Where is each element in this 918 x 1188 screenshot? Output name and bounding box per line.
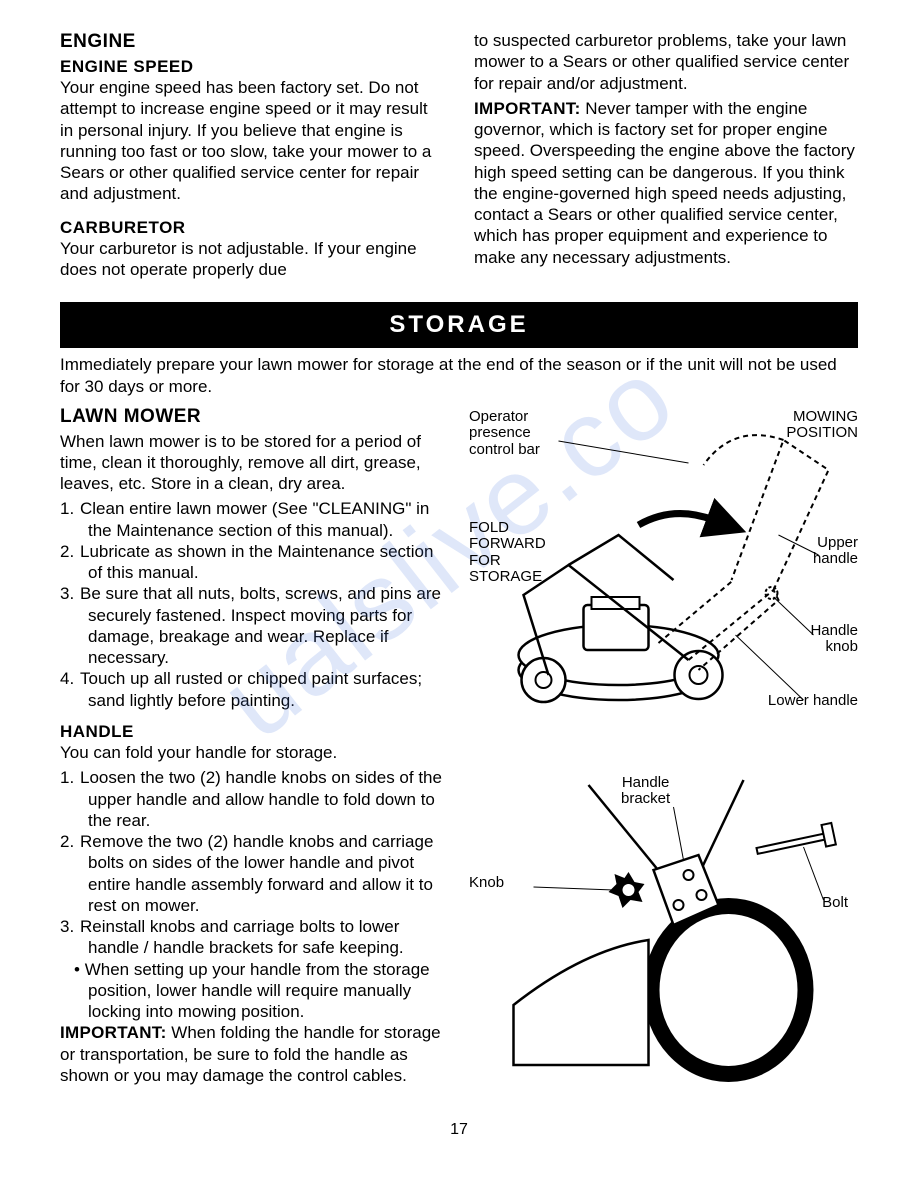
carb-cont: to suspected carburetor problems, take y… — [474, 30, 858, 94]
bracket-figure: Handle bracket Knob Bolt — [469, 775, 858, 1085]
step-text: Loosen the two (2) handle knobs on sides… — [80, 768, 442, 830]
storage-left-col: LAWN MOWER When lawn mower is to be stor… — [60, 405, 449, 1090]
mower-figure: Operator presence control bar MOWING POS… — [469, 405, 858, 735]
engine-col-right: to suspected carburetor problems, take y… — [474, 30, 858, 284]
list-item: 3.Reinstall knobs and carriage bolts to … — [60, 916, 449, 959]
engine-speed-heading: ENGINE SPEED — [60, 56, 444, 77]
storage-right-col: Operator presence control bar MOWING POS… — [469, 405, 858, 1090]
label-bolt: Bolt — [822, 895, 848, 912]
list-item: • When setting up your handle from the s… — [60, 959, 449, 1023]
engine-section: ENGINE ENGINE SPEED Your engine speed ha… — [60, 30, 858, 284]
handle-bullets: • When setting up your handle from the s… — [60, 959, 449, 1023]
label-fold: FOLD FORWARD FOR STORAGE — [469, 520, 546, 586]
engine-important: IMPORTANT: Never tamper with the engine … — [474, 98, 858, 268]
step-text: Touch up all rusted or chipped paint sur… — [80, 669, 422, 709]
step-text: Reinstall knobs and carriage bolts to lo… — [80, 917, 404, 957]
handle-intro: You can fold your handle for storage. — [60, 742, 449, 763]
list-item: 4.Touch up all rusted or chipped paint s… — [60, 668, 449, 711]
storage-banner: STORAGE — [60, 302, 858, 348]
handle-heading: HANDLE — [60, 721, 449, 742]
list-item: 2.Remove the two (2) handle knobs and ca… — [60, 831, 449, 916]
engine-speed-text: Your engine speed has been factory set. … — [60, 77, 444, 205]
list-item: 2.Lubricate as shown in the Maintenance … — [60, 541, 449, 584]
label-mowing: MOWING POSITION — [786, 409, 858, 442]
label-bracket: Handle bracket — [621, 775, 670, 808]
step-text: Clean entire lawn mower (See "CLEANING" … — [80, 499, 429, 539]
bullet-text: When setting up your handle from the sto… — [85, 960, 430, 1022]
list-item: 3.Be sure that all nuts, bolts, screws, … — [60, 583, 449, 668]
lawn-steps: 1.Clean entire lawn mower (See "CLEANING… — [60, 498, 449, 711]
handle-important: IMPORTANT: When folding the handle for s… — [60, 1022, 449, 1086]
list-item: 1.Loosen the two (2) handle knobs on sid… — [60, 767, 449, 831]
lawn-heading: LAWN MOWER — [60, 405, 449, 429]
engine-col-left: ENGINE ENGINE SPEED Your engine speed ha… — [60, 30, 444, 284]
important-text: Never tamper with the engine governor, w… — [474, 99, 855, 267]
page-number: 17 — [60, 1120, 858, 1140]
important-label: IMPORTANT: — [474, 99, 581, 118]
carb-text: Your carburetor is not adjustable. If yo… — [60, 238, 444, 281]
step-text: Be sure that all nuts, bolts, screws, an… — [80, 584, 441, 667]
handle-steps: 1.Loosen the two (2) handle knobs on sid… — [60, 767, 449, 958]
label-knob: Handle knob — [810, 623, 858, 656]
label-upper: Upper handle — [813, 535, 858, 568]
lawn-intro: When lawn mower is to be stored for a pe… — [60, 431, 449, 495]
bracket-diagram-svg — [469, 775, 858, 1085]
label-lower: Lower handle — [768, 693, 858, 710]
carb-heading: CARBURETOR — [60, 217, 444, 238]
label-operator: Operator presence control bar — [469, 409, 540, 459]
storage-section: LAWN MOWER When lawn mower is to be stor… — [60, 405, 858, 1090]
handle-important-label: IMPORTANT: — [60, 1023, 167, 1042]
list-item: 1.Clean entire lawn mower (See "CLEANING… — [60, 498, 449, 541]
step-text: Lubricate as shown in the Maintenance se… — [80, 542, 433, 582]
storage-intro: Immediately prepare your lawn mower for … — [60, 354, 858, 397]
step-text: Remove the two (2) handle knobs and carr… — [80, 832, 433, 915]
engine-heading: ENGINE — [60, 30, 444, 54]
label-knob2: Knob — [469, 875, 504, 892]
